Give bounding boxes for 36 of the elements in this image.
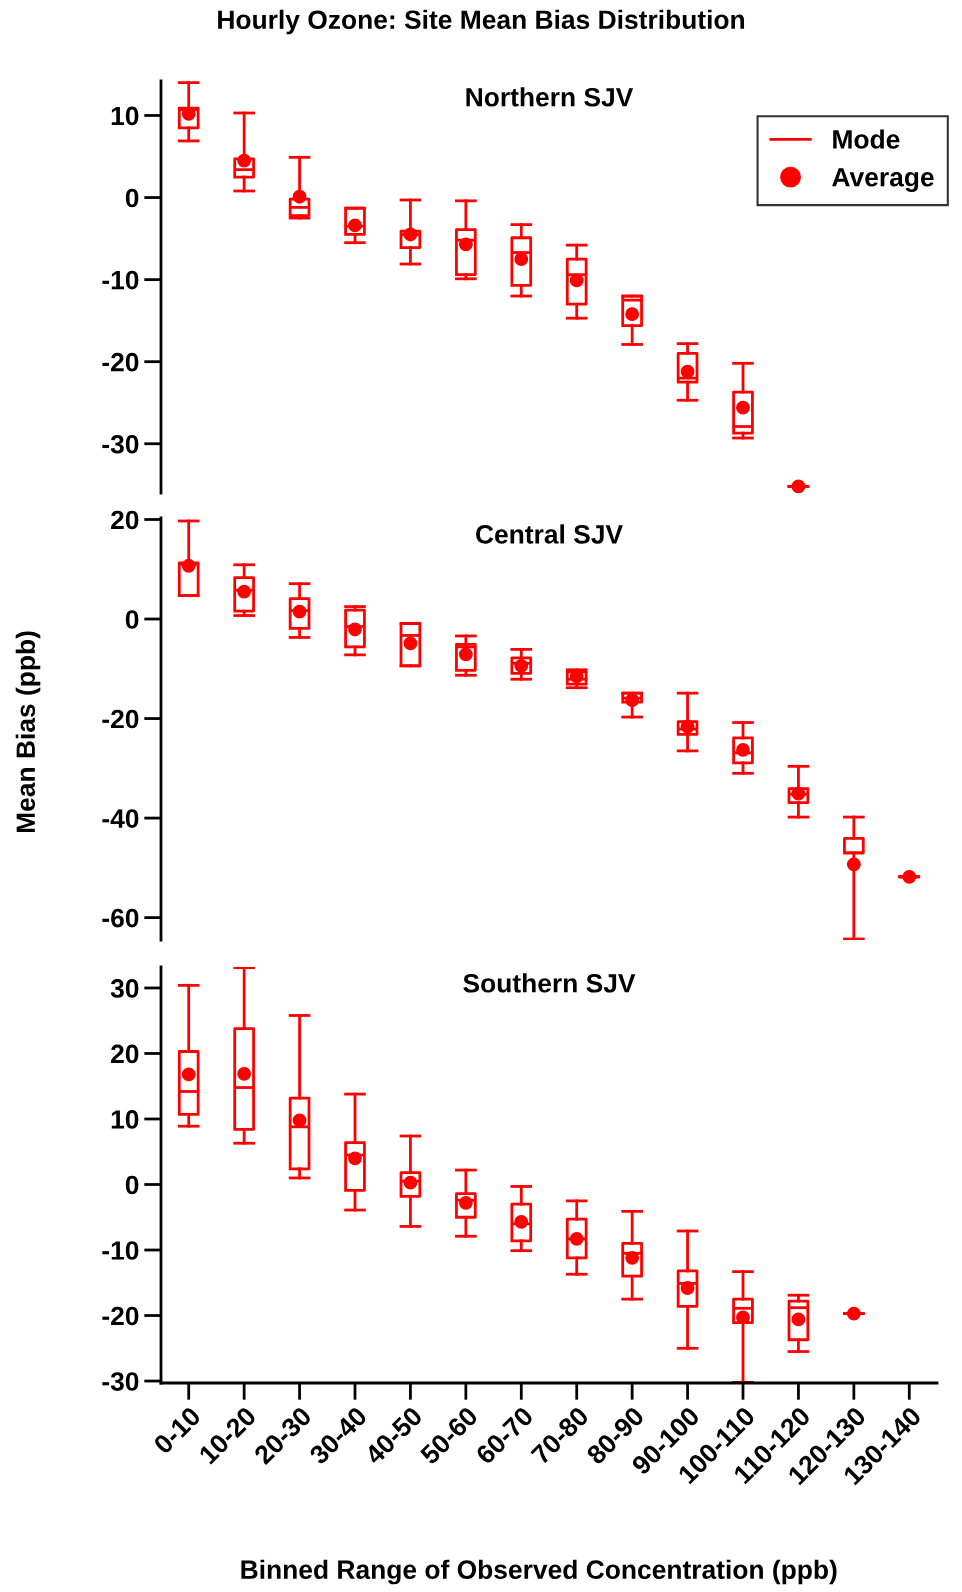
y-tick-label: -10: [102, 1241, 139, 1260]
y-tick-label: 20: [111, 510, 139, 530]
legend-label: Average: [832, 168, 934, 192]
y-tick-label: 10: [111, 1110, 139, 1129]
point: [625, 693, 640, 708]
y-tick-label: -20: [102, 1306, 139, 1326]
y-tick-label: 20: [111, 1044, 139, 1064]
point: [348, 1151, 362, 1166]
y-tick-label: 0: [125, 188, 139, 208]
y-tick-label: 0: [125, 610, 139, 629]
x-axis-title: Binned Range of Observed Concentration (ppb): [241, 1559, 837, 1585]
point: [181, 558, 196, 573]
point: [292, 189, 307, 204]
chart-title: Hourly Ozone: Site Mean Bias Distribution: [218, 9, 745, 35]
point: [292, 1113, 307, 1128]
y-tick-label: -60: [102, 908, 139, 928]
y-tick-label: 10: [111, 106, 139, 126]
y-tick-label: 30: [110, 979, 139, 998]
y-tick-label: -20: [102, 352, 139, 372]
y-tick-label: -30: [102, 1372, 139, 1391]
point: [846, 857, 861, 872]
y-tick-label: -10: [102, 270, 139, 290]
y-tick-label: -30: [102, 434, 139, 454]
point: [791, 479, 806, 493]
point: [902, 869, 917, 884]
point: [237, 1066, 252, 1081]
point: [846, 1306, 861, 1321]
chart-subtitle: Northern SJV: [466, 87, 634, 107]
y-axis-title: Mean Bias (ppb): [15, 631, 41, 833]
y-tick-label: 0: [125, 1175, 139, 1195]
chart-subtitle: Southern SJV: [463, 973, 636, 993]
y-tick-label: -20: [102, 709, 139, 729]
point: [181, 1067, 196, 1082]
y-tick-label: -40: [102, 809, 139, 828]
chart-subtitle: Central SJV: [476, 524, 623, 544]
legend-label: Mode: [833, 129, 900, 149]
